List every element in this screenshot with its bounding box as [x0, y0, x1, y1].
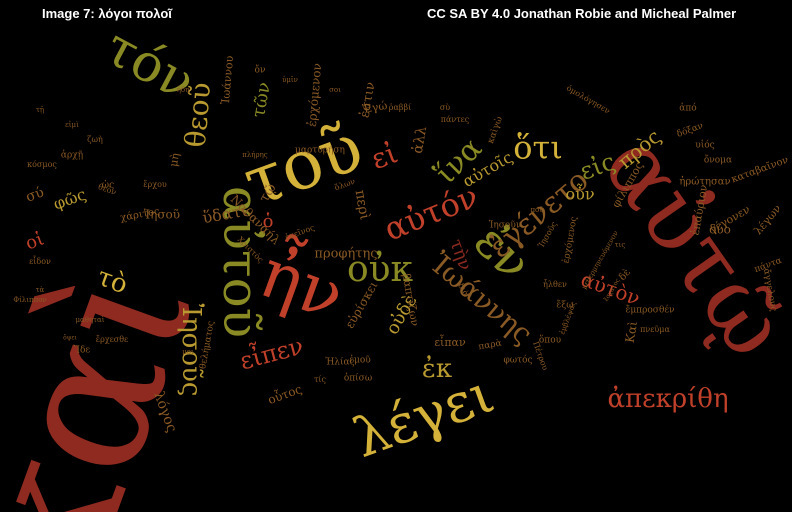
cloud-word: ὄνομα — [704, 155, 732, 166]
cloud-word: ὄψει — [63, 335, 77, 342]
cloud-word: ὄν — [255, 65, 266, 76]
cloud-word: Ἰωάννου — [219, 55, 236, 105]
cloud-word: κόσμος — [27, 160, 57, 169]
image-caption: Image 7: λόγοι πολοῖ — [42, 6, 172, 21]
cloud-word: υἱός — [695, 140, 714, 151]
cloud-word: ἔμπροσθέν — [626, 305, 675, 316]
cloud-word: ἐκεῖνος — [284, 223, 316, 242]
cloud-word: ἤδη — [177, 86, 190, 94]
cloud-word: ὡς — [102, 180, 114, 191]
cloud-word: ὁμολόγησεν — [565, 83, 612, 115]
cloud-word: καταβαῖνον — [730, 155, 790, 186]
license-credit: CC SA BY 4.0 Jonathan Robie and Micheal … — [427, 6, 737, 21]
cloud-word: Ἐγώ — [362, 99, 389, 116]
cloud-word: πάντες — [441, 115, 470, 124]
cloud-word: ἐρχόμενον — [305, 63, 325, 128]
cloud-word: μοι — [182, 348, 194, 356]
cloud-word: σύ — [24, 184, 46, 205]
cloud-word: ἁλλ — [409, 125, 430, 155]
cloud-word: τῇ — [36, 106, 44, 115]
cloud-word: ὅπου — [539, 335, 562, 346]
cloud-word: δύο — [709, 223, 731, 237]
cloud-word: προφήτης — [314, 247, 377, 262]
cloud-word: Ἠλίας — [325, 357, 354, 368]
cloud-word: ἀπεκρίθη — [607, 384, 728, 414]
cloud-word: Ἰησοῦ — [144, 208, 180, 222]
cloud-word: ἐρχόμενος — [560, 216, 579, 265]
cloud-word: σὺ — [440, 103, 450, 112]
cloud-word: Ἰησοῦς — [176, 304, 206, 397]
cloud-word: μαθηταὶ — [75, 315, 104, 324]
cloud-word: Καὶ — [623, 320, 641, 344]
cloud-word: τῶν — [248, 81, 275, 120]
cloud-word: ἦλθεν — [543, 280, 567, 289]
cloud-word: πνεῦμα — [640, 325, 670, 334]
cloud-word: τις — [615, 241, 626, 249]
cloud-word: ἐκ — [422, 354, 452, 384]
cloud-word: τίς — [314, 375, 327, 384]
cloud-word: Ἴδε — [74, 345, 91, 356]
cloud-word: εἶπαν — [434, 334, 466, 349]
cloud-word: περὶ — [352, 189, 374, 222]
cloud-word: ποῦ — [530, 206, 543, 214]
cloud-word: παρὰ — [478, 338, 503, 353]
cloud-word: αὐτοῦ — [212, 186, 270, 338]
cloud-word: Φίλιππον — [13, 295, 46, 304]
cloud-word: δόξαν — [675, 120, 704, 140]
cloud-word: εἶδον — [29, 256, 51, 266]
cloud-word: ἔρχου — [143, 180, 167, 189]
cloud-word: ἔξω — [556, 300, 573, 311]
cloud-word: ἐστιν — [357, 81, 378, 119]
cloud-word: οὐκ — [347, 249, 414, 290]
cloud-word: τὰ — [36, 286, 45, 294]
cloud-word: ὁ — [263, 211, 274, 232]
cloud-word: ἐμοῦ — [349, 355, 371, 366]
cloud-word: ὀπίσω — [344, 373, 372, 384]
cloud-word: Ἰησοῦν — [489, 220, 522, 231]
cloud-word: πλήρης — [242, 151, 268, 159]
cloud-word: μαρτυρήση — [295, 145, 345, 156]
cloud-word: εἰμὶ — [65, 120, 79, 129]
cloud-word: λέγων — [751, 202, 784, 237]
cloud-word: θεοῦ — [179, 81, 218, 149]
cloud-word: οὗτος — [265, 380, 304, 407]
cloud-word: καὶγὼ — [485, 115, 505, 145]
cloud-word: εἰ — [367, 136, 402, 176]
cloud-word: ἠρώτησαν — [679, 177, 730, 188]
cloud-word: σοι — [329, 86, 341, 94]
cloud-word: ὑμῖν — [282, 76, 298, 84]
cloud-word: φῶς — [51, 184, 89, 213]
cloud-word: ζωὴ — [87, 135, 103, 144]
cloud-word: φωτός — [503, 355, 532, 366]
cloud-word: ὅτι — [513, 129, 563, 167]
cloud-word: οὖν — [565, 183, 594, 204]
cloud-word: ἔρχεσθε — [96, 335, 128, 344]
cloud-word: ῥαββί — [389, 103, 412, 112]
cloud-word: ἀρχῇ — [61, 150, 83, 161]
cloud-word: ἀπό — [679, 103, 696, 114]
cloud-word: μὴ — [167, 152, 182, 168]
